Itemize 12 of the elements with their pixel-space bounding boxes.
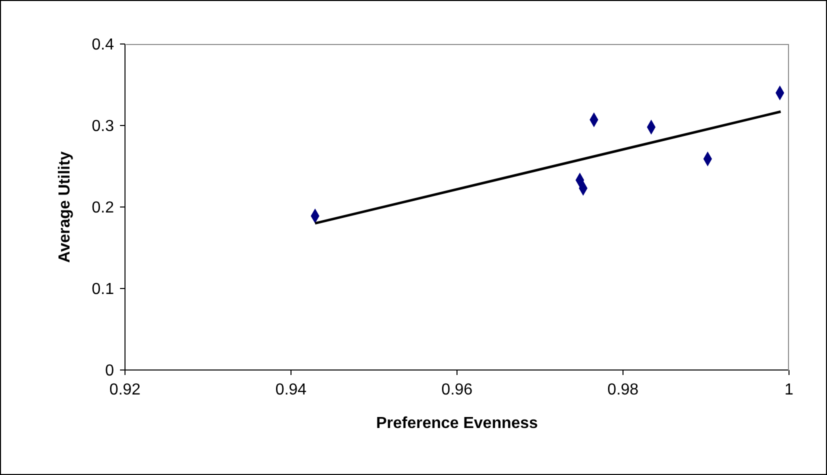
x-axis-title: Preference Evenness xyxy=(376,415,538,432)
y-tick-label: 0.1 xyxy=(92,281,114,298)
x-tick-label: 0.96 xyxy=(441,381,473,398)
x-tick-label: 1 xyxy=(784,381,794,398)
y-axis-title: Average Utility xyxy=(56,151,74,263)
y-tick-label: 0.3 xyxy=(92,118,114,136)
x-tick-label: 0.92 xyxy=(109,381,141,398)
x-tick-label: 0.94 xyxy=(275,381,307,398)
y-tick-label: 0 xyxy=(105,362,114,380)
y-tick-label: 0.2 xyxy=(92,200,114,217)
x-tick-label: 0.98 xyxy=(607,381,639,398)
y-tick-label: 0.4 xyxy=(92,36,114,54)
